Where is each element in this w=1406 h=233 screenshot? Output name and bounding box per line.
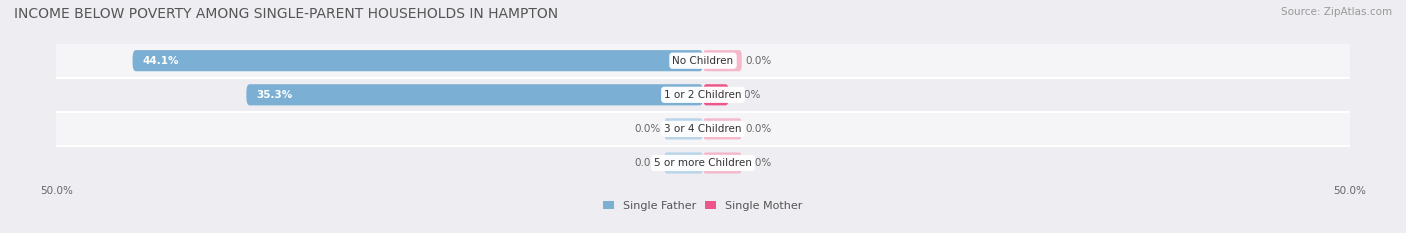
FancyBboxPatch shape bbox=[703, 84, 728, 105]
FancyBboxPatch shape bbox=[703, 118, 742, 140]
Text: Source: ZipAtlas.com: Source: ZipAtlas.com bbox=[1281, 7, 1392, 17]
FancyBboxPatch shape bbox=[664, 118, 703, 140]
FancyBboxPatch shape bbox=[246, 84, 703, 105]
Text: 0.0%: 0.0% bbox=[634, 158, 661, 168]
Text: 35.3%: 35.3% bbox=[257, 90, 292, 100]
Text: 0.0%: 0.0% bbox=[745, 158, 772, 168]
Legend: Single Father, Single Mother: Single Father, Single Mother bbox=[599, 196, 807, 215]
Text: 0.0%: 0.0% bbox=[745, 124, 772, 134]
FancyBboxPatch shape bbox=[44, 112, 1362, 146]
FancyBboxPatch shape bbox=[132, 50, 703, 71]
FancyBboxPatch shape bbox=[44, 44, 1362, 78]
Text: INCOME BELOW POVERTY AMONG SINGLE-PARENT HOUSEHOLDS IN HAMPTON: INCOME BELOW POVERTY AMONG SINGLE-PARENT… bbox=[14, 7, 558, 21]
FancyBboxPatch shape bbox=[703, 50, 742, 71]
Text: 2.0%: 2.0% bbox=[734, 90, 761, 100]
FancyBboxPatch shape bbox=[703, 152, 742, 174]
Text: 44.1%: 44.1% bbox=[143, 56, 180, 66]
Text: 3 or 4 Children: 3 or 4 Children bbox=[664, 124, 742, 134]
Text: 5 or more Children: 5 or more Children bbox=[654, 158, 752, 168]
FancyBboxPatch shape bbox=[44, 78, 1362, 112]
Text: No Children: No Children bbox=[672, 56, 734, 66]
Text: 0.0%: 0.0% bbox=[745, 56, 772, 66]
Text: 0.0%: 0.0% bbox=[634, 124, 661, 134]
FancyBboxPatch shape bbox=[664, 152, 703, 174]
FancyBboxPatch shape bbox=[44, 146, 1362, 180]
Text: 1 or 2 Children: 1 or 2 Children bbox=[664, 90, 742, 100]
